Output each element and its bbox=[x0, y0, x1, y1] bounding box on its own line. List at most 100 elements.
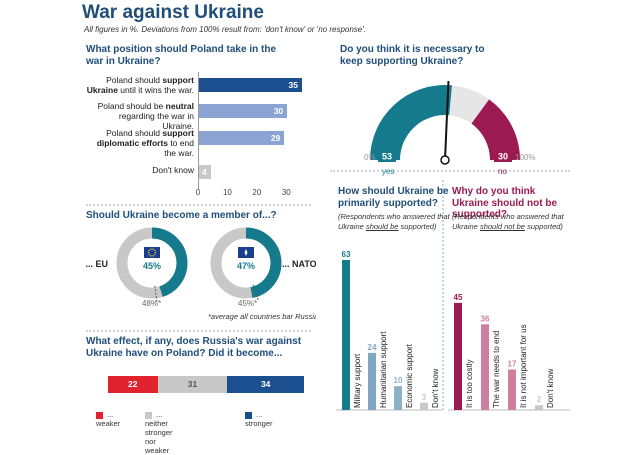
position-bar-label: Don't know bbox=[152, 165, 194, 175]
why-bar bbox=[535, 405, 543, 410]
gauge-yes-box bbox=[378, 150, 396, 162]
effect-legend-swatch bbox=[145, 411, 152, 419]
how-value-label: 3 bbox=[422, 393, 427, 402]
why-chart-note: (Respondents who answered that Ukraine s… bbox=[452, 212, 564, 231]
why-bar bbox=[454, 302, 462, 410]
effect-bar-segment: 22 bbox=[108, 376, 158, 393]
effect-legend-label: ... stronger bbox=[245, 410, 273, 428]
how-category-label: Economic support bbox=[405, 343, 414, 408]
member-average-label: 48%* bbox=[142, 299, 161, 308]
effect-bar-segment: 34 bbox=[227, 376, 304, 393]
position-x-tick: 10 bbox=[222, 188, 232, 197]
eu-star-icon bbox=[148, 249, 150, 252]
member-donut-value bbox=[210, 227, 282, 299]
position-bar-label: Poland should support Ukraine until it w… bbox=[86, 75, 194, 95]
separator bbox=[86, 330, 311, 332]
position-bar-label: Poland should support diplomatic efforts… bbox=[96, 128, 194, 158]
gauge-needle bbox=[444, 81, 450, 161]
separator bbox=[86, 204, 311, 206]
why-value-label: 45 bbox=[454, 293, 463, 302]
member-name-label: ... NATO bbox=[282, 259, 316, 269]
how-category-label: Humanitarian support bbox=[379, 331, 388, 408]
how-chart: 63 Military support 24 Humanitarian support… bbox=[336, 250, 442, 411]
effect-legend-item: ... neither stronger nor weaker bbox=[145, 410, 173, 455]
why-chart-title: Why do you think Ukraine should not be s… bbox=[452, 186, 558, 220]
why-bar bbox=[481, 324, 489, 410]
necessary-gauge: 53 30 0% 100% yes no bbox=[364, 81, 535, 176]
why-category-label: It is not important for us bbox=[519, 324, 528, 408]
member-average-label: 45%* bbox=[238, 299, 257, 308]
member-donut-value bbox=[116, 227, 188, 299]
gauge-no-box bbox=[494, 150, 512, 162]
position-axis bbox=[198, 72, 199, 190]
how-value-label: 10 bbox=[394, 376, 403, 385]
effect-chart-title: What effect, if any, does Russia's war a… bbox=[86, 336, 302, 359]
effect-legend-item: ... stronger bbox=[245, 410, 273, 428]
how-value-label: 63 bbox=[342, 250, 351, 259]
position-bar: 4 bbox=[199, 165, 211, 179]
eu-star-icon bbox=[154, 253, 156, 256]
position-bar: 29 bbox=[199, 131, 285, 145]
gauge-yes-label: yes bbox=[382, 167, 394, 176]
gauge-neutral-segment bbox=[449, 85, 490, 124]
effect-legend-swatch bbox=[245, 411, 252, 419]
eu-star-icon bbox=[154, 249, 156, 252]
page-title: War against Ukraine bbox=[82, 2, 264, 23]
separator bbox=[442, 180, 444, 410]
member-donuts: 45% 48%* ... EU 47% 45%* ... NATO *average all… bbox=[86, 227, 316, 321]
effect-bar-segment: 31 bbox=[157, 376, 228, 393]
eu-star-icon bbox=[148, 253, 150, 256]
why-category-label: The war needs to end bbox=[492, 331, 501, 408]
why-value-label: 17 bbox=[508, 360, 517, 369]
position-chart-title: What position should Poland take in the … bbox=[86, 44, 276, 67]
member-chart-title: Should Ukraine become a member of...? bbox=[86, 210, 277, 221]
gauge-scale-min: 0% bbox=[364, 153, 376, 162]
eu-star-icon bbox=[147, 251, 150, 254]
effect-legend-label: ... weaker bbox=[96, 410, 121, 428]
gauge-yes-value: 53 bbox=[382, 152, 392, 162]
effect-legend-swatch bbox=[96, 411, 103, 419]
position-bar-label: Poland should be neutral regarding the w… bbox=[97, 101, 194, 131]
gauge-hub bbox=[440, 155, 450, 165]
how-category-label: Military support bbox=[353, 353, 362, 408]
position-x-tick: 0 bbox=[195, 188, 201, 197]
how-bar bbox=[342, 260, 350, 410]
why-category-label: It is too costly bbox=[465, 360, 474, 408]
eu-flag-icon bbox=[144, 247, 160, 258]
how-category-label: Don't know bbox=[431, 368, 440, 408]
position-bar: 35 bbox=[199, 78, 302, 92]
member-name-label: ... EU bbox=[86, 259, 108, 269]
gauge-scale-max: 100% bbox=[515, 153, 535, 162]
gauge-no-label: no bbox=[498, 167, 507, 176]
eu-star-icon bbox=[150, 248, 152, 250]
nato-star-icon bbox=[244, 249, 248, 256]
separator bbox=[330, 170, 570, 172]
page-subtitle: All figures in %. Deviations from 100% r… bbox=[84, 25, 366, 34]
how-bar bbox=[394, 386, 402, 410]
why-category-label: Don't know bbox=[546, 368, 555, 408]
member-average-marker bbox=[252, 284, 259, 301]
position-x-tick: 20 bbox=[252, 188, 262, 197]
eu-star-icon bbox=[152, 248, 154, 250]
member-footnote: *average all countries bar Russia bbox=[208, 312, 316, 321]
member-average-marker bbox=[154, 285, 158, 302]
why-value-label: 2 bbox=[537, 395, 542, 404]
how-chart-title: How should Ukraine be primarily supporte… bbox=[338, 186, 449, 209]
position-x-tick: 30 bbox=[281, 188, 291, 197]
gauge-no-value: 30 bbox=[498, 152, 508, 162]
member-value-label: 47% bbox=[237, 261, 255, 271]
why-value-label: 36 bbox=[481, 314, 490, 323]
position-bar: 30 bbox=[199, 104, 288, 118]
how-value-label: 24 bbox=[368, 343, 377, 352]
necessary-chart-title: Do you think it is necessary to keep sup… bbox=[340, 44, 485, 67]
why-bar bbox=[508, 369, 516, 410]
member-value-label: 45% bbox=[143, 261, 161, 271]
effect-legend-item: ... weaker bbox=[96, 410, 120, 428]
how-bar bbox=[368, 352, 376, 410]
eu-star-icon bbox=[152, 255, 154, 257]
eu-star-icon bbox=[150, 255, 152, 257]
gauge-no-segment bbox=[471, 99, 520, 160]
how-chart-note: (Respondents who answered that Ukraine s… bbox=[338, 212, 450, 231]
gauge-yes-segment bbox=[370, 85, 453, 160]
